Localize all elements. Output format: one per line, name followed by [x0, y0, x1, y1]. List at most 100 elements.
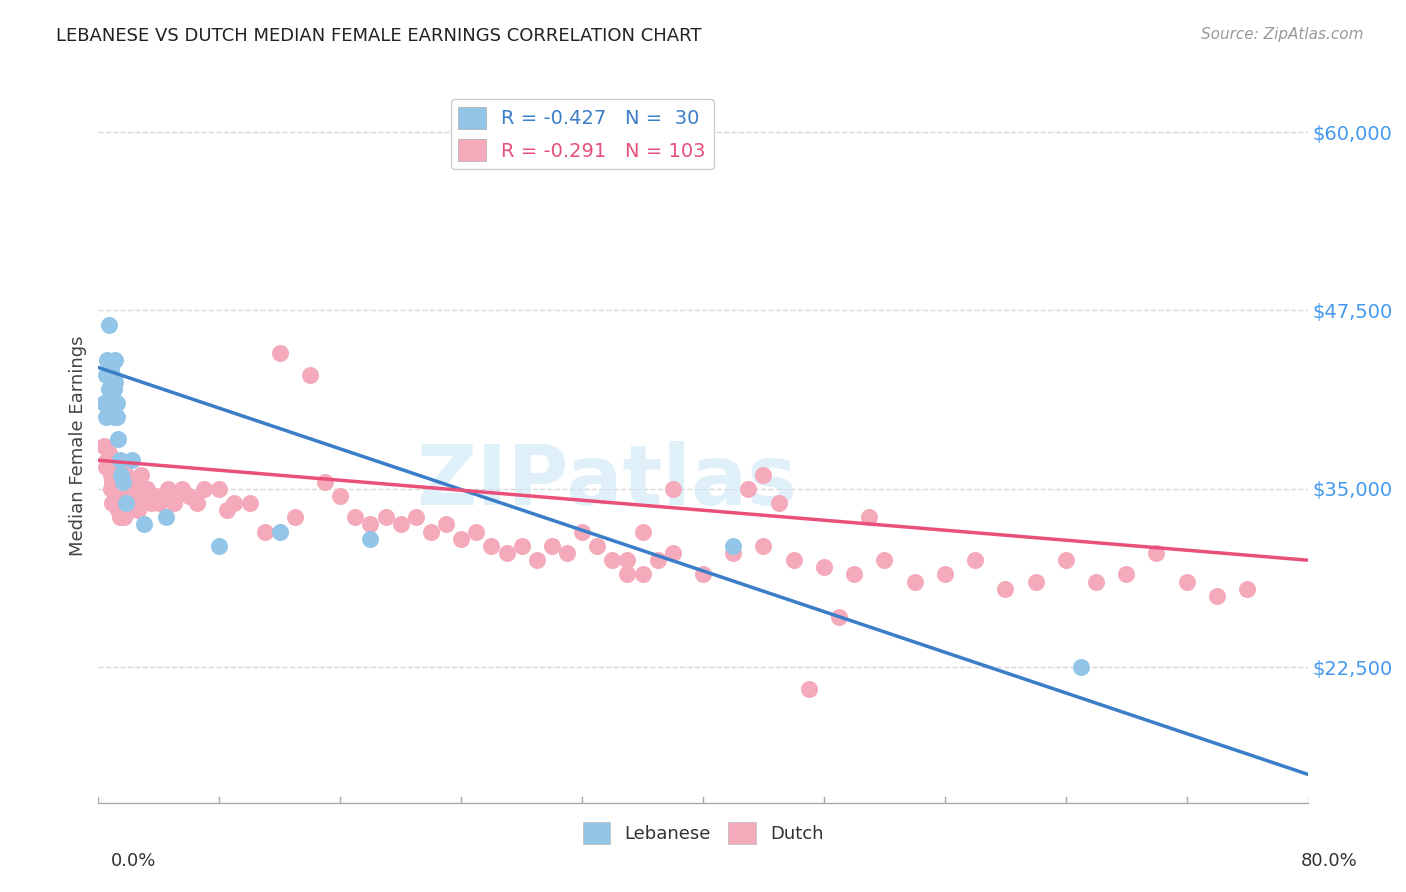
Point [121, 453, 143, 467]
Point [389, 517, 412, 532]
Point [284, 510, 307, 524]
Point [1206, 589, 1229, 603]
Point [752, 539, 775, 553]
Point [1054, 553, 1077, 567]
Point [179, 489, 201, 503]
Point [141, 496, 163, 510]
Point [124, 482, 146, 496]
Point [100, 467, 122, 482]
Point [420, 524, 443, 539]
Point [314, 475, 336, 489]
Point [193, 482, 215, 496]
Point [110, 467, 132, 482]
Y-axis label: Median Female Earnings: Median Female Earnings [69, 335, 87, 557]
Point [1144, 546, 1167, 560]
Point [107, 482, 129, 496]
Point [224, 496, 246, 510]
Point [108, 489, 131, 503]
Point [526, 553, 548, 567]
Point [135, 482, 157, 496]
Point [208, 482, 231, 496]
Point [104, 375, 127, 389]
Point [127, 503, 149, 517]
Point [112, 510, 135, 524]
Point [132, 517, 155, 532]
Point [631, 524, 654, 539]
Point [104, 489, 127, 503]
Point [299, 368, 322, 382]
Point [1175, 574, 1198, 589]
Point [105, 475, 128, 489]
Point [510, 539, 533, 553]
Point [450, 532, 472, 546]
Point [170, 482, 193, 496]
Point [934, 567, 956, 582]
Point [828, 610, 851, 624]
Point [555, 546, 578, 560]
Point [1236, 582, 1258, 596]
Point [93, 439, 115, 453]
Point [132, 489, 155, 503]
Point [616, 553, 638, 567]
Point [844, 567, 866, 582]
Point [768, 496, 790, 510]
Point [858, 510, 880, 524]
Point [104, 353, 127, 368]
Point [108, 453, 131, 467]
Point [100, 482, 122, 496]
Point [111, 496, 134, 510]
Text: LEBANESE VS DUTCH MEDIAN FEMALE EARNINGS CORRELATION CHART: LEBANESE VS DUTCH MEDIAN FEMALE EARNINGS… [56, 27, 702, 45]
Point [434, 517, 457, 532]
Point [797, 681, 820, 696]
Point [873, 553, 896, 567]
Point [94, 460, 117, 475]
Point [100, 403, 122, 417]
Point [103, 382, 125, 396]
Point [103, 496, 125, 510]
Point [115, 496, 138, 510]
Point [107, 503, 129, 517]
Point [129, 467, 152, 482]
Point [101, 475, 124, 489]
Point [121, 496, 143, 510]
Point [1024, 574, 1046, 589]
Point [571, 524, 593, 539]
Point [104, 482, 127, 496]
Point [108, 510, 131, 524]
Point [114, 467, 136, 482]
Point [100, 360, 122, 375]
Point [101, 396, 124, 410]
Point [93, 396, 115, 410]
Point [111, 503, 134, 517]
Point [105, 496, 128, 510]
Point [94, 368, 117, 382]
Point [215, 503, 238, 517]
Point [155, 510, 177, 524]
Point [107, 432, 129, 446]
Point [100, 389, 122, 403]
Point [105, 410, 128, 425]
Point [103, 410, 125, 425]
Point [156, 482, 179, 496]
Point [145, 489, 167, 503]
Point [344, 510, 367, 524]
Point [98, 318, 121, 332]
Point [101, 368, 124, 382]
Point [239, 496, 262, 510]
Point [465, 524, 488, 539]
Point [661, 482, 683, 496]
Point [101, 496, 124, 510]
Point [813, 560, 835, 574]
Point [105, 396, 128, 410]
Point [148, 496, 170, 510]
Point [98, 446, 121, 460]
Point [96, 353, 118, 368]
Point [723, 546, 745, 560]
Point [586, 539, 609, 553]
Point [904, 574, 927, 589]
Point [163, 496, 186, 510]
Point [1115, 567, 1137, 582]
Point [103, 460, 125, 475]
Point [118, 475, 141, 489]
Point [111, 475, 134, 489]
